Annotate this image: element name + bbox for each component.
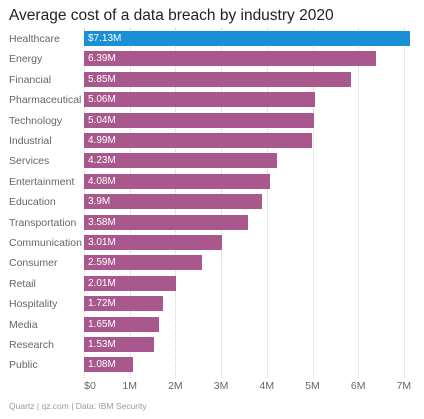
category-label: Education — [9, 196, 56, 209]
x-tick-label: 5M — [305, 380, 320, 392]
x-tick-label: 1M — [122, 380, 137, 392]
gridline — [266, 28, 268, 378]
bar — [84, 255, 203, 271]
bar — [84, 275, 176, 291]
bar — [84, 92, 316, 108]
source-footer: Quartz | qz.com | Data: IBM Security — [9, 401, 147, 411]
bar-value-label: 1.53M — [88, 339, 116, 350]
category-label: Services — [9, 155, 50, 168]
gridline — [358, 28, 360, 378]
bar — [84, 153, 278, 169]
category-label: Entertainment — [9, 175, 75, 188]
bar-value-label: 1.08M — [88, 359, 116, 371]
category-label: Research — [9, 339, 54, 351]
category-label: Retail — [9, 277, 36, 290]
bar — [84, 235, 222, 250]
bar — [84, 71, 352, 87]
category-label: Pharmaceutical — [9, 94, 82, 107]
x-tick-label: 2M — [168, 380, 183, 392]
bar-value-label: 3.01M — [88, 237, 116, 248]
bar — [84, 51, 377, 67]
bar — [84, 112, 315, 128]
x-tick-label: 3M — [213, 380, 229, 392]
bar — [84, 316, 160, 332]
bar — [84, 194, 263, 210]
category-label: Industrial — [9, 135, 52, 147]
bar-value-label: 2.01M — [88, 277, 116, 289]
category-label: Healthcare — [9, 33, 60, 45]
category-label: Communication — [9, 237, 82, 249]
category-label: Energy — [9, 53, 43, 66]
bar-value-label: 2.59M — [88, 257, 116, 269]
category-label: Media — [9, 318, 38, 331]
x-tick-label: 4M — [259, 380, 275, 392]
bar — [84, 357, 134, 373]
bar-value-label: $7.13M — [88, 33, 122, 44]
bar — [84, 133, 313, 148]
bar-value-label: 6.39M — [88, 53, 116, 65]
gridline — [403, 28, 405, 378]
bar — [84, 214, 248, 230]
category-label: Technology — [9, 114, 63, 127]
bar — [84, 173, 271, 189]
bar-value-label: 4.23M — [88, 155, 116, 167]
bar-value-label: 1.72M — [88, 298, 116, 310]
bar-value-label: 3.9M — [88, 196, 111, 208]
bar-value-label: 5.06M — [88, 94, 116, 106]
bar-value-label: 4.99M — [88, 135, 116, 146]
x-tick-label: 6M — [350, 380, 366, 392]
bar-value-label: 3.58M — [88, 216, 116, 228]
category-label: Consumer — [9, 257, 58, 270]
chart-title: Average cost of a data breach by industr… — [9, 7, 334, 24]
bar-value-label: 5.04M — [88, 114, 116, 126]
category-label: Financial — [9, 73, 52, 86]
category-label: Public — [9, 359, 38, 372]
category-label: Transportation — [9, 216, 77, 229]
x-tick-label: $0 — [84, 380, 96, 392]
bar-value-label: 5.85M — [88, 73, 116, 85]
gridline — [312, 28, 314, 378]
bar-value-label: 4.08M — [88, 175, 116, 187]
x-tick-label: 7M — [396, 380, 412, 392]
bar-value-label: 1.65M — [88, 318, 116, 330]
bar — [84, 31, 410, 46]
bar — [84, 296, 163, 312]
category-label: Hospitality — [9, 298, 58, 311]
bar — [84, 337, 154, 352]
